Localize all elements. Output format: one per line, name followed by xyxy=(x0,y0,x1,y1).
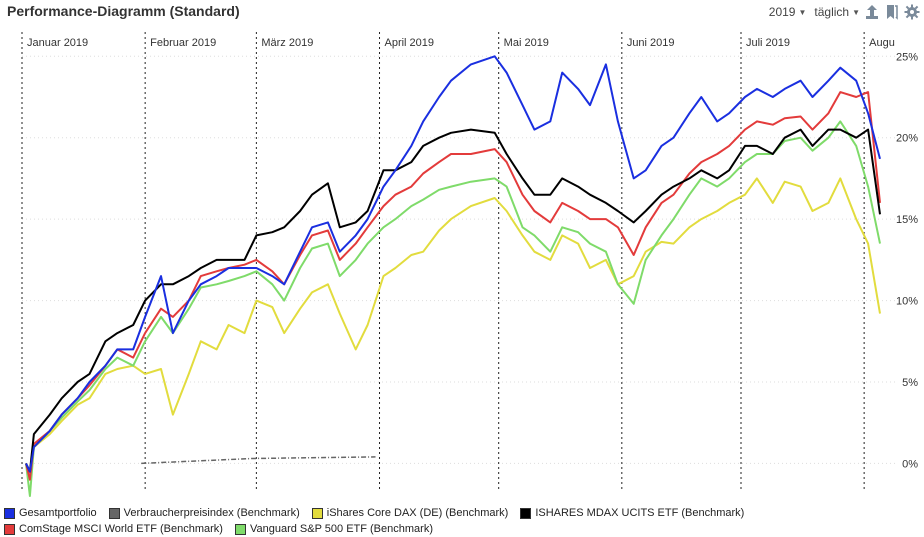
series-line[interactable] xyxy=(25,177,881,481)
series-line[interactable] xyxy=(25,120,881,497)
series-line[interactable] xyxy=(141,456,376,465)
series-line[interactable] xyxy=(25,128,881,473)
legend-swatch xyxy=(234,523,246,535)
bookmark-icon[interactable] xyxy=(884,4,900,20)
chart-legend: Gesamtportfolio Verbraucherpreisindex (B… xyxy=(4,505,920,537)
y-axis: 0% 5% 10% 15% 20% 25% xyxy=(896,51,918,470)
settings-gear-icon[interactable] xyxy=(904,4,920,20)
y-tick-label: 20% xyxy=(896,133,918,145)
y-tick-label: 0% xyxy=(902,458,918,470)
month-tick-label: Februar 2019 xyxy=(150,37,216,49)
series-line[interactable] xyxy=(25,55,881,473)
series-line[interactable] xyxy=(25,91,881,481)
legend-item[interactable]: ComStage MSCI World ETF (Benchmark) xyxy=(4,523,223,535)
legend-item[interactable]: iShares Core DAX (DE) (Benchmark) xyxy=(311,507,509,519)
chevron-down-icon: ▼ xyxy=(852,7,860,17)
performance-chart: Januar 2019 Februar 2019 März 2019 April 20… xyxy=(21,32,918,497)
export-icon[interactable] xyxy=(864,4,880,20)
chevron-down-icon: ▼ xyxy=(798,7,807,17)
month-tick-label: April 2019 xyxy=(385,37,435,49)
interval-select[interactable]: täglich ▼ xyxy=(814,5,860,19)
legend-row: ComStage MSCI World ETF (Benchmark) Vang… xyxy=(4,521,920,537)
y-tick-label: 10% xyxy=(896,296,918,308)
interval-select-value: täglich xyxy=(814,5,850,19)
month-tick-label: Juni 2019 xyxy=(627,37,675,49)
chart-grid xyxy=(22,55,898,464)
chart-controls: 2019 ▼ täglich ▼ xyxy=(769,4,920,20)
legend-label: ISHARES MDAX UCITS ETF (Benchmark) xyxy=(535,507,745,519)
legend-item[interactable]: ISHARES MDAX UCITS ETF (Benchmark) xyxy=(520,507,744,519)
legend-label: Vanguard S&P 500 ETF (Benchmark) xyxy=(249,523,433,535)
year-select-value: 2019 xyxy=(768,5,796,19)
legend-label: Verbraucherpreisindex (Benchmark) xyxy=(123,507,300,519)
legend-item[interactable]: Verbraucherpreisindex (Benchmark) xyxy=(108,507,300,519)
legend-swatch xyxy=(4,523,15,535)
month-tick-label: Mai 2019 xyxy=(504,37,549,49)
legend-row: Gesamtportfolio Verbraucherpreisindex (B… xyxy=(4,505,920,521)
month-tick-label: März 2019 xyxy=(261,37,313,49)
legend-item[interactable]: Gesamtportfolio xyxy=(4,507,97,519)
chart-title: Performance-Diagramm (Standard) xyxy=(7,3,240,19)
month-axis: Januar 2019 Februar 2019 März 2019 April 20… xyxy=(21,32,895,492)
y-tick-label: 15% xyxy=(896,214,918,226)
series-lines xyxy=(25,55,881,497)
legend-swatch xyxy=(520,507,532,519)
y-tick-label: 25% xyxy=(896,51,918,63)
month-tick-label: Juli 2019 xyxy=(746,37,790,49)
month-tick-label: Augu xyxy=(869,37,895,49)
legend-label: ComStage MSCI World ETF (Benchmark) xyxy=(19,523,223,535)
chart-header: Performance-Diagramm (Standard) 2019 ▼ t… xyxy=(0,0,924,24)
y-tick-label: 5% xyxy=(902,377,918,389)
legend-swatch xyxy=(311,507,323,519)
legend-swatch xyxy=(4,507,15,519)
legend-swatch xyxy=(108,507,120,519)
year-select[interactable]: 2019 ▼ xyxy=(769,5,807,19)
legend-item[interactable]: Vanguard S&P 500 ETF (Benchmark) xyxy=(234,523,433,535)
legend-label: iShares Core DAX (DE) (Benchmark) xyxy=(326,507,509,519)
month-tick-label: Januar 2019 xyxy=(27,37,88,49)
legend-label: Gesamtportfolio xyxy=(19,507,97,519)
